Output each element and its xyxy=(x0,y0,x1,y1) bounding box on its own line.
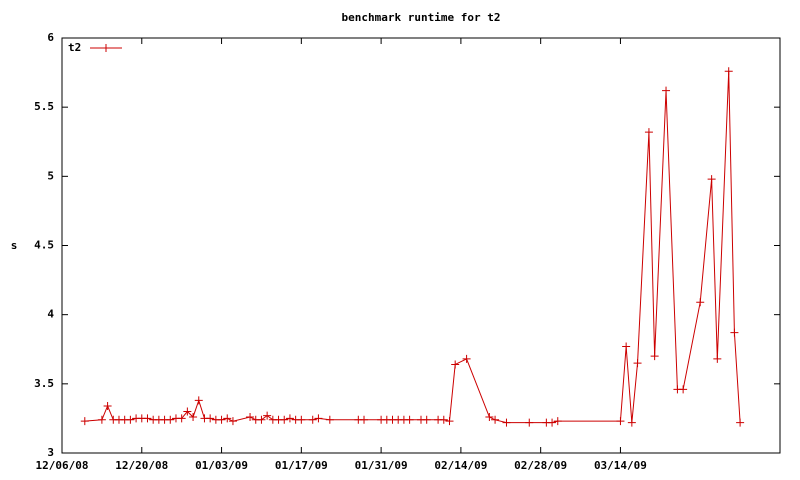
point xyxy=(280,415,289,424)
y-tick-label: 6 xyxy=(47,31,54,44)
point xyxy=(548,418,557,427)
x-tick-label: 02/14/09 xyxy=(434,459,487,472)
point xyxy=(97,415,106,424)
point xyxy=(257,415,266,424)
point xyxy=(713,354,722,363)
point xyxy=(724,67,733,76)
point xyxy=(422,415,431,424)
x-tick-label: 03/14/09 xyxy=(594,459,647,472)
point xyxy=(633,359,642,368)
chart-title: benchmark runtime for t2 xyxy=(342,11,501,24)
point xyxy=(206,414,215,423)
y-tick-label: 3.5 xyxy=(34,377,54,390)
y-tick-label: 3 xyxy=(47,446,54,459)
y-tick-label: 5 xyxy=(47,169,54,182)
point xyxy=(491,415,500,424)
point xyxy=(650,352,659,361)
point xyxy=(462,354,471,363)
point xyxy=(308,415,317,424)
point xyxy=(730,328,739,337)
point xyxy=(553,417,562,426)
point xyxy=(228,417,237,426)
point xyxy=(177,414,186,423)
y-tick-label: 4 xyxy=(47,308,54,321)
point xyxy=(103,401,112,410)
point xyxy=(183,407,192,416)
point xyxy=(325,415,334,424)
point xyxy=(194,396,203,405)
y-axis-label: s xyxy=(11,239,18,252)
point xyxy=(696,298,705,307)
point xyxy=(622,342,631,351)
x-tick-label: 01/03/09 xyxy=(195,459,248,472)
point xyxy=(405,415,414,424)
point xyxy=(525,418,534,427)
point xyxy=(502,418,511,427)
point xyxy=(217,415,226,424)
line xyxy=(84,71,741,424)
point xyxy=(143,414,152,423)
point xyxy=(736,418,745,427)
point xyxy=(246,413,255,422)
point xyxy=(627,418,636,427)
legend-marker xyxy=(102,44,110,52)
point xyxy=(263,411,272,420)
x-tick-label: 12/20/08 xyxy=(115,459,168,472)
point xyxy=(644,128,653,137)
point xyxy=(485,413,494,422)
point xyxy=(223,414,232,423)
point xyxy=(451,360,460,369)
x-tick-label: 01/17/09 xyxy=(275,459,328,472)
point xyxy=(126,415,135,424)
point xyxy=(662,86,671,95)
x-tick-label: 01/31/09 xyxy=(355,459,408,472)
point xyxy=(80,417,89,426)
x-tick-label: 02/28/09 xyxy=(514,459,567,472)
y-tick-label: 5.5 xyxy=(34,100,54,113)
point xyxy=(314,414,323,423)
legend-label: t2 xyxy=(68,41,81,54)
point xyxy=(616,417,625,426)
point xyxy=(166,415,175,424)
point xyxy=(679,385,688,394)
point xyxy=(297,415,306,424)
x-tick-label: 12/06/08 xyxy=(36,459,89,472)
point xyxy=(439,415,448,424)
point xyxy=(445,417,454,426)
point xyxy=(189,413,198,422)
y-tick-label: 4.5 xyxy=(34,239,54,252)
point xyxy=(285,414,294,423)
point xyxy=(360,415,369,424)
point xyxy=(707,175,716,184)
